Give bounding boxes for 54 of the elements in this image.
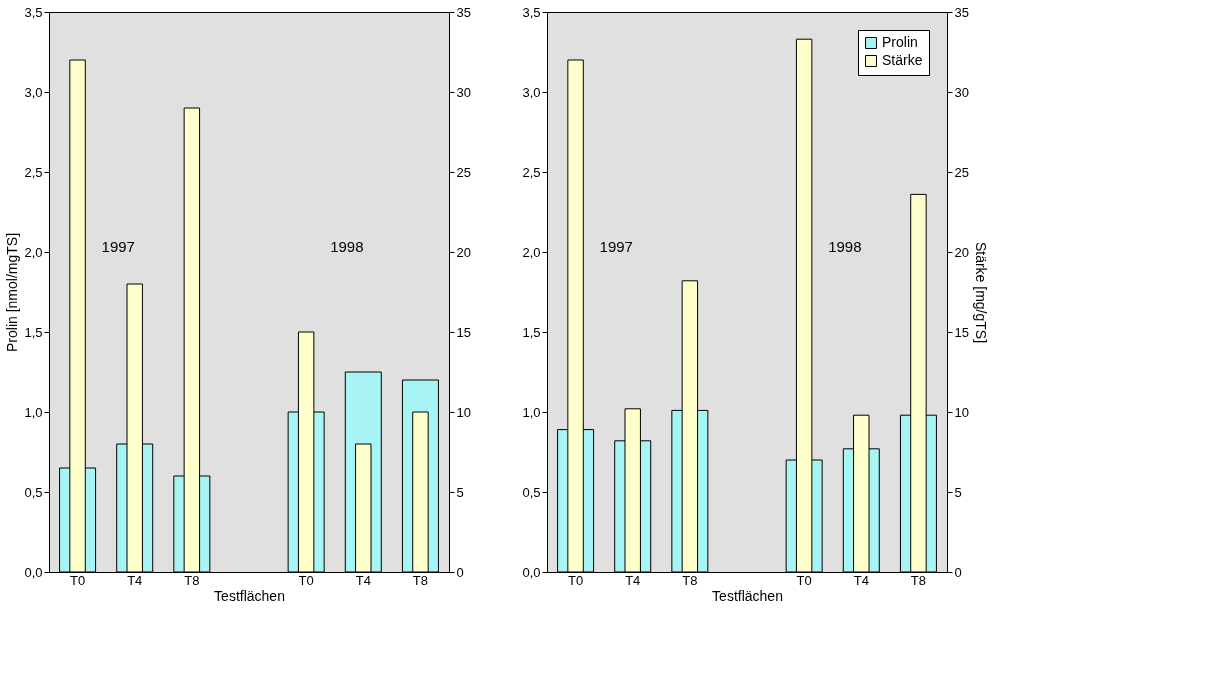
y-tick-label: 1,0: [24, 404, 43, 420]
x-tick-label: T4: [853, 572, 869, 588]
x-tick-label: T4: [355, 572, 371, 588]
legend-label: Stärke: [882, 52, 923, 68]
legend-label: Prolin: [882, 34, 918, 50]
x-tick-label: T8: [910, 572, 927, 588]
y-tick-label: 0,0: [522, 564, 541, 580]
annotation: 1998: [330, 238, 364, 256]
x-tick-label: T0: [796, 572, 812, 588]
y-tick-label: 3,0: [24, 84, 43, 100]
y-tick-label: 1,5: [24, 324, 43, 340]
annotation: 1997: [101, 238, 135, 256]
y2-tick-label: 35: [954, 4, 969, 20]
y2-axis-title: Stärke [mg/gTS]: [972, 241, 989, 344]
y-tick-label: 2,0: [24, 244, 43, 260]
x-tick-label: T4: [625, 572, 641, 588]
y2-tick-label: 25: [954, 164, 969, 180]
y2-tick-label: 10: [456, 404, 471, 420]
y2-tick-label: 5: [954, 484, 962, 500]
y-tick-label: 0,5: [24, 484, 43, 500]
y-tick-label: 2,5: [24, 164, 43, 180]
x-axis-title: Testflächen: [712, 587, 783, 604]
y2-tick-label: 30: [456, 84, 471, 100]
y-tick-label: 3,5: [24, 4, 43, 20]
y-tick-label: 0,0: [24, 564, 43, 580]
y-tick-label: 1,5: [522, 324, 541, 340]
y-tick-label: 2,0: [522, 244, 541, 260]
y2-tick-label: 30: [954, 84, 969, 100]
y-axis-title: Prolin [nmol/mgTS]: [4, 232, 21, 353]
y-tick-label: 3,0: [522, 84, 541, 100]
x-axis-title: Testflächen: [214, 587, 285, 604]
y2-tick-label: 15: [456, 324, 471, 340]
annotation: 1997: [599, 238, 633, 256]
y-tick-label: 0,5: [522, 484, 541, 500]
x-tick-label: T0: [567, 572, 584, 588]
annotation: 1998: [828, 238, 862, 256]
y2-tick-label: 15: [954, 324, 969, 340]
y2-tick-label: 5: [456, 484, 464, 500]
y2-tick-label: 0: [456, 564, 464, 580]
x-tick-label: T8: [412, 572, 429, 588]
y2-tick-label: 35: [456, 4, 471, 20]
y2-tick-label: 0: [954, 564, 962, 580]
x-tick-label: T4: [127, 572, 143, 588]
y2-tick-label: 20: [456, 244, 471, 260]
x-tick-label: T8: [184, 572, 200, 588]
x-tick-label: T0: [298, 572, 314, 588]
y2-tick-label: 20: [954, 244, 969, 260]
x-tick-label: T0: [69, 572, 86, 588]
y-tick-label: 1,0: [522, 404, 541, 420]
x-tick-label: T8: [682, 572, 698, 588]
y-tick-label: 3,5: [522, 4, 541, 20]
y2-tick-label: 25: [456, 164, 471, 180]
y-tick-label: 2,5: [522, 164, 541, 180]
y2-tick-label: 10: [954, 404, 969, 420]
